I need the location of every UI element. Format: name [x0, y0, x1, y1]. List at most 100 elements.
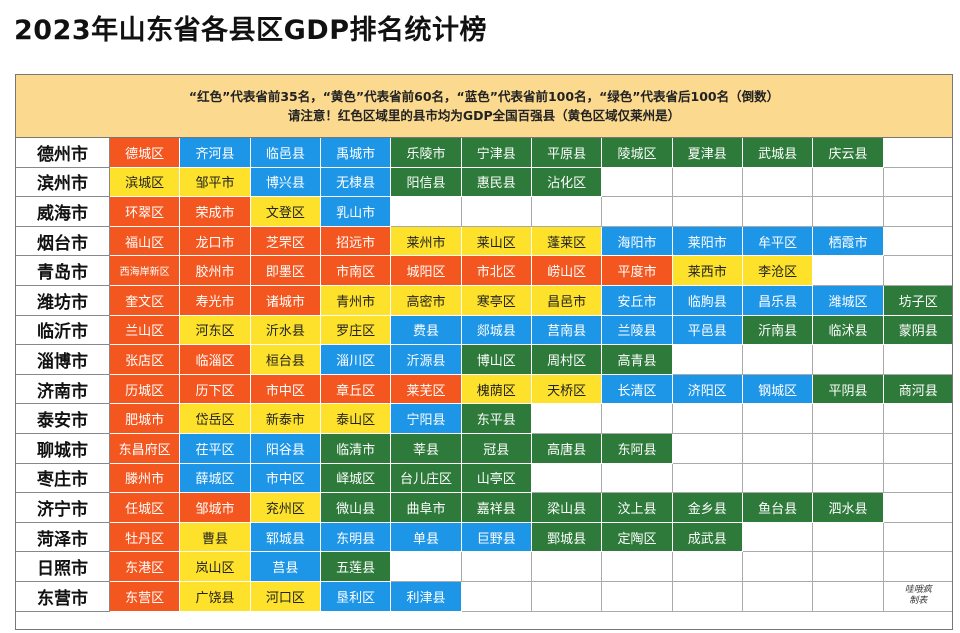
county-cell: 岱岳区 — [180, 404, 251, 434]
empty-cell — [883, 197, 952, 227]
empty-cell — [672, 345, 743, 375]
county-cell: 阳谷县 — [250, 433, 321, 464]
county-cell: 奎文区 — [110, 285, 181, 316]
county-cell: 峄城区 — [320, 463, 392, 494]
county-cell: 临邑县 — [250, 138, 321, 168]
empty-cell — [602, 581, 673, 612]
county-cell: 齐河县 — [180, 138, 251, 168]
county-cell: 利津县 — [391, 581, 462, 612]
county-cell: 潍城区 — [813, 285, 884, 316]
city-label: 威海市 — [16, 197, 110, 227]
county-cell: 兰陵县 — [602, 315, 673, 346]
empty-cell — [742, 197, 814, 227]
county-cell: 昌乐县 — [742, 285, 814, 316]
county-cell: 荣成市 — [180, 197, 251, 227]
county-cell: 陵城区 — [602, 138, 673, 168]
county-cell: 宁阳县 — [391, 404, 462, 434]
county-cell: 武城县 — [742, 138, 814, 168]
empty-cell — [672, 197, 743, 227]
county-cell: 微山县 — [320, 493, 392, 523]
empty-cell — [813, 522, 884, 553]
empty-cell — [672, 581, 743, 612]
county-cell: 张店区 — [110, 345, 181, 375]
city-label: 滨州市 — [16, 167, 110, 198]
county-cell: 博兴县 — [250, 167, 321, 198]
county-cell: 沂南县 — [742, 315, 814, 346]
empty-cell — [602, 404, 673, 434]
county-cell: 定陶区 — [602, 522, 673, 553]
county-cell: 博山区 — [461, 345, 532, 375]
county-cell: 罗庄区 — [320, 315, 392, 346]
city-label: 枣庄市 — [16, 463, 110, 494]
county-cell: 宁津县 — [461, 138, 532, 168]
county-cell: 招远市 — [320, 226, 392, 257]
county-cell: 岚山区 — [180, 552, 251, 582]
county-cell: 牟平区 — [742, 226, 814, 257]
empty-cell — [742, 433, 814, 464]
empty-cell — [672, 433, 743, 464]
county-cell: 平度市 — [602, 256, 673, 286]
page-title: 2023年山东省各县区GDP排名统计榜 — [14, 15, 488, 46]
county-cell: 河东区 — [180, 315, 251, 346]
city-label: 青岛市 — [16, 256, 110, 286]
county-cell: 茌平区 — [180, 433, 251, 464]
empty-cell — [883, 256, 952, 286]
county-cell: 临清市 — [320, 433, 392, 464]
empty-cell — [883, 138, 952, 168]
county-cell: 夏津县 — [672, 138, 743, 168]
county-cell: 昌邑市 — [531, 285, 603, 316]
empty-cell — [531, 581, 603, 612]
county-cell: 天桥区 — [531, 374, 603, 405]
empty-cell — [883, 404, 952, 434]
empty-cell — [602, 463, 673, 494]
empty-cell — [602, 197, 673, 227]
legend-line-2: 请注意！红色区域里的县市均为GDP全国百强县（黄色区域仅莱州是） — [287, 108, 681, 123]
empty-cell — [461, 197, 532, 227]
empty-cell — [742, 167, 814, 198]
empty-cell — [672, 404, 743, 434]
empty-cell — [813, 463, 884, 494]
county-cell: 蓬莱区 — [531, 226, 603, 257]
county-cell: 汶上县 — [602, 493, 673, 523]
county-cell: 梁山县 — [531, 493, 603, 523]
county-cell: 沂水县 — [250, 315, 321, 346]
county-cell: 淄川区 — [320, 345, 392, 375]
county-cell: 市中区 — [250, 374, 321, 405]
legend-notice: “红色”代表省前35名，“黄色”代表省前60名，“蓝色”代表省前100名，“绿色… — [16, 75, 952, 138]
county-cell: 长清区 — [602, 374, 673, 405]
county-cell: 泗水县 — [813, 493, 884, 523]
county-cell: 平阴县 — [813, 374, 884, 405]
county-cell: 桓台县 — [250, 345, 321, 375]
county-cell: 河口区 — [250, 581, 321, 612]
county-cell: 阳信县 — [391, 167, 462, 198]
empty-cell — [883, 463, 952, 494]
county-cell: 惠民县 — [461, 167, 532, 198]
county-cell: 莒南县 — [531, 315, 603, 346]
county-cell: 沾化区 — [531, 167, 603, 198]
empty-cell — [531, 197, 603, 227]
county-cell: 东营区 — [110, 581, 181, 612]
county-cell: 金乡县 — [672, 493, 743, 523]
county-cell: 诸城市 — [250, 285, 321, 316]
county-cell: 海阳市 — [602, 226, 673, 257]
county-cell: 西海岸新区 — [110, 256, 181, 286]
ranking-grid: 德州市 德城区 齐河县 临邑县 禹城市 乐陵市 宁津县 平原县 陵城区 夏津县 武城县 庆云县 滨州市滨… — [16, 138, 952, 612]
county-cell: 德城区 — [110, 138, 181, 168]
county-cell: 兖州区 — [250, 493, 321, 523]
city-label: 聊城市 — [16, 433, 110, 464]
county-cell: 广饶县 — [180, 581, 251, 612]
county-cell: 东阿县 — [602, 433, 673, 464]
county-cell: 莱阳市 — [672, 226, 743, 257]
empty-cell — [672, 167, 743, 198]
county-cell: 市北区 — [461, 256, 532, 286]
county-cell: 平原县 — [531, 138, 603, 168]
county-cell: 市中区 — [250, 463, 321, 494]
empty-cell — [883, 345, 952, 375]
empty-cell — [742, 463, 814, 494]
county-cell: 庆云县 — [813, 138, 884, 168]
county-cell: 李沧区 — [742, 256, 814, 286]
county-cell: 青州市 — [320, 285, 392, 316]
author-signature: 哇哦疯 制表 — [883, 581, 952, 612]
city-label: 德州市 — [16, 138, 110, 168]
county-cell: 薛城区 — [180, 463, 251, 494]
